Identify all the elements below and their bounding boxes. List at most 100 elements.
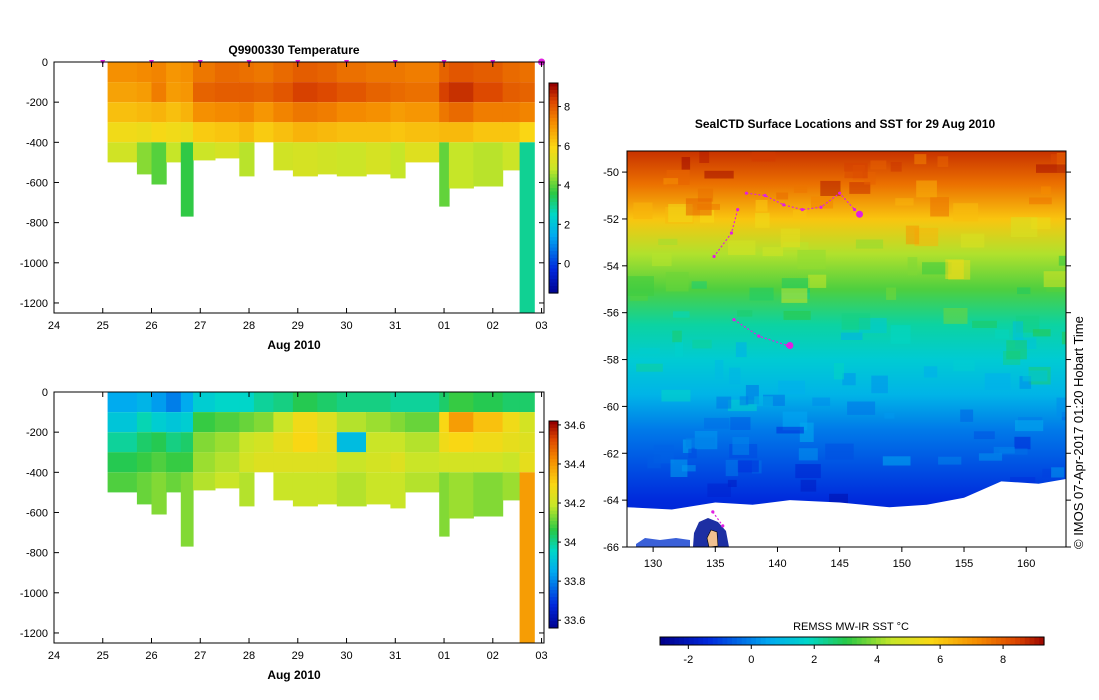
colorbar-segment	[549, 458, 558, 463]
colorbar-segment	[549, 583, 558, 588]
sst-patch	[1058, 255, 1066, 266]
seal-track-point	[757, 334, 761, 338]
profile-14-band-1	[390, 412, 406, 433]
sst-colorbar-segment	[890, 637, 896, 645]
profile-5-band-4	[193, 142, 216, 161]
sst-colorbar-tick-label: 0	[748, 654, 754, 666]
colorbar-segment	[549, 128, 558, 133]
profile-8-band-0	[253, 62, 274, 83]
sst-patch	[727, 399, 757, 412]
sst-patch	[716, 396, 732, 409]
sst-patch	[1056, 397, 1066, 417]
profile-6-band-4	[214, 472, 240, 489]
sst-patch	[681, 465, 696, 472]
lon-tick-label: 155	[955, 558, 973, 570]
colorbar-segment	[549, 83, 558, 88]
sst-patch	[737, 460, 759, 473]
sst-colorbar-segment	[832, 637, 839, 645]
profile-4-band-0	[180, 62, 194, 83]
profile-11-band-0	[317, 392, 338, 413]
lat-tick-label: -62	[603, 448, 619, 460]
colorbar-tick-label: 2	[564, 219, 570, 231]
sst-patch	[1006, 340, 1027, 360]
profile-18-band-4	[473, 142, 504, 187]
sst-patch	[870, 160, 887, 170]
profile-9-band-1	[273, 412, 294, 433]
y-tick-label: -1000	[20, 258, 48, 270]
profile-13-band-3	[366, 452, 391, 473]
colorbar-segment	[549, 569, 558, 574]
colorbar-segment	[549, 541, 558, 546]
sst-colorbar-segment	[1005, 637, 1011, 645]
profile-20-band-2	[519, 102, 535, 123]
profile-3-band-4	[166, 142, 182, 163]
x-tick-label: 27	[194, 650, 206, 662]
sst-colorbar-segment	[895, 637, 901, 645]
profile-8-band-3	[253, 452, 274, 473]
colorbar-segment	[549, 139, 558, 144]
colorbar-segment	[549, 534, 558, 539]
y-tick-label: -600	[26, 507, 48, 519]
profile-10-band-3	[292, 122, 318, 143]
colorbar-segment	[549, 111, 558, 116]
profile-8-band-0	[253, 392, 274, 413]
colorbar-segment	[549, 597, 558, 601]
profile-16-band-0	[439, 392, 450, 413]
sst-colorbar-segment	[751, 637, 757, 645]
sst-colorbar-segment	[679, 637, 685, 645]
sst-patch	[1032, 329, 1051, 337]
profile-16-band-4	[439, 142, 450, 207]
colorbar-segment	[549, 586, 558, 591]
profile-20-band-0	[519, 392, 535, 413]
profile-19-band-0	[502, 392, 521, 413]
profile-12-band-1	[336, 412, 367, 433]
x-tick-label: 24	[48, 320, 60, 332]
sst-patch	[1050, 154, 1066, 164]
colorbar-segment	[549, 142, 558, 147]
sst-patch	[890, 162, 902, 172]
profile-18-band-2	[473, 432, 504, 453]
profile-0-band-4	[107, 472, 138, 493]
colorbar-segment	[549, 191, 558, 196]
sst-patch	[978, 453, 1003, 461]
profile-20-band-4	[519, 142, 535, 313]
lat-tick-label: -50	[603, 167, 619, 179]
profile-3-band-0	[166, 62, 182, 83]
sst-patch	[704, 170, 734, 179]
profile-14-band-0	[390, 62, 406, 83]
colorbar-segment	[549, 184, 558, 189]
sst-map-title: SealCTD Surface Locations and SST for 29…	[695, 117, 996, 131]
profile-7-band-4	[239, 472, 255, 507]
sst-patch	[630, 293, 648, 301]
colorbar-segment	[549, 261, 558, 266]
sst-patch	[797, 249, 826, 270]
profile-5-band-3	[193, 122, 216, 143]
profile-20-band-3	[519, 452, 535, 473]
profile-5-band-0	[193, 392, 216, 413]
sst-colorbar-segment	[818, 637, 824, 645]
colorbar-segment	[549, 209, 558, 214]
colorbar-segment	[549, 170, 558, 175]
profile-12-band-0	[336, 392, 367, 413]
profile-6-band-2	[214, 432, 240, 453]
colorbar-tick-label: 34.4	[564, 459, 585, 471]
sst-patch	[1015, 420, 1044, 432]
profile-3-band-3	[166, 122, 182, 143]
sst-colorbar-segment	[756, 637, 762, 645]
lon-tick-label: 135	[706, 558, 724, 570]
sst-patch	[907, 257, 918, 276]
profile-1-band-3	[136, 452, 153, 473]
sst-patch	[943, 308, 968, 324]
colorbar-segment	[549, 86, 558, 91]
colorbar-segment	[549, 233, 558, 238]
colorbar-segment	[549, 240, 558, 245]
lat-tick-label: -56	[603, 308, 619, 320]
sst-patch	[749, 287, 774, 301]
colorbar-segment	[549, 490, 558, 494]
sst-patch	[674, 340, 684, 357]
sst-colorbar-segment	[909, 637, 915, 645]
sst-patch	[781, 288, 808, 303]
y-tick-label: -1000	[20, 588, 48, 600]
colorbar-segment	[549, 289, 558, 294]
profile-5-band-0	[193, 62, 216, 83]
